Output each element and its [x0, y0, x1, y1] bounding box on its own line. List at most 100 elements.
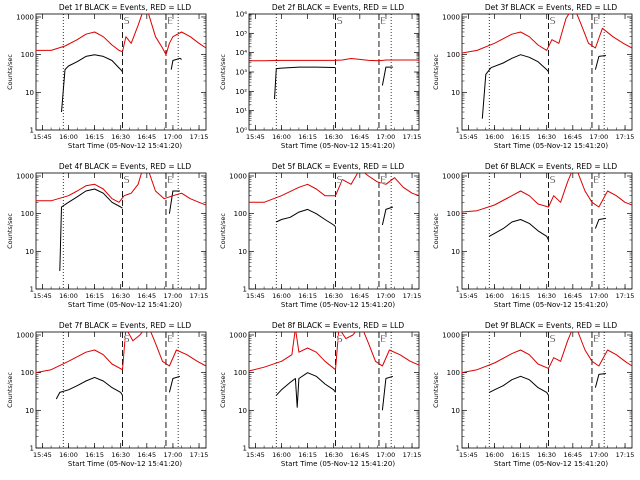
panel-det-7: Det 7f BLACK = Events, RED = LLD 1 10 100 10… — [6, 321, 208, 468]
y-tick-label: 100 — [447, 51, 460, 59]
y-tick-label: 10 — [451, 248, 460, 256]
series-lld-line — [462, 14, 632, 54]
x-tick-label: 17:15 — [190, 292, 209, 300]
y-tick-label: 1 — [456, 445, 460, 453]
series-events-line — [168, 190, 180, 214]
x-tick-label: 15:45 — [459, 451, 478, 459]
y-tick-label: 1 — [30, 286, 34, 294]
x-tick-label: 16:30 — [111, 451, 130, 459]
y-tick-label: 100 — [234, 369, 247, 377]
series-lld-line — [462, 173, 632, 213]
x-tick-label: 17:00 — [377, 133, 396, 141]
x-tick-label: 16:45 — [137, 451, 156, 459]
plot-frame — [461, 331, 633, 449]
x-tick-label: 16:45 — [563, 292, 582, 300]
y-tick-label: 10¹ — [235, 107, 247, 115]
y-tick-label: 10³ — [235, 69, 247, 77]
x-tick-label: 16:00 — [485, 292, 504, 300]
x-tick-label: 17:15 — [616, 292, 635, 300]
x-tick-label: 16:45 — [563, 451, 582, 459]
x-tick-label: 16:15 — [298, 451, 317, 459]
x-tick-label: 16:15 — [85, 133, 104, 141]
x-axis-label: Start Time (05-Nov-12 15:41:20) — [68, 142, 182, 150]
marker-annotation: S — [549, 175, 555, 186]
panel-title: Det 5f BLACK = Events, RED = LLD — [272, 162, 405, 171]
panel-det-3: Det 3f BLACK = Events, RED = LLD 1 10 100 10… — [432, 3, 634, 150]
x-tick-label: 16:15 — [85, 451, 104, 459]
plot-frame — [248, 13, 420, 131]
marker-annotation: S — [123, 334, 129, 345]
y-tick-label: 1 — [456, 127, 460, 135]
y-tick-label: 1000 — [16, 13, 34, 21]
panel-title: Det 2f BLACK = Events, RED = LLD — [272, 3, 405, 12]
y-tick-label: 1000 — [16, 172, 34, 180]
y-tick-label: 10 — [238, 407, 247, 415]
x-tick-label: 17:15 — [403, 133, 422, 141]
y-tick-label: 1 — [243, 286, 247, 294]
marker-annotation: E — [167, 334, 173, 345]
x-tick-label: 16:30 — [537, 451, 556, 459]
series-events-line — [381, 66, 393, 86]
series-events-line — [594, 373, 606, 388]
x-tick-label: 15:45 — [459, 133, 478, 141]
series-lld-line — [36, 14, 206, 56]
plot-frame — [35, 172, 207, 290]
panel-det-1: Det 1f BLACK = Events, RED = LLD 1 10 100 10… — [6, 3, 208, 150]
x-tick-label: 17:15 — [190, 133, 209, 141]
y-tick-label: 1000 — [16, 331, 34, 339]
x-tick-label: 16:30 — [537, 292, 556, 300]
x-tick-label: 16:30 — [111, 133, 130, 141]
panel-title: Det 3f BLACK = Events, RED = LLD — [485, 3, 618, 12]
y-axis-label: Counts/sec — [432, 372, 440, 408]
y-tick-label: 10 — [25, 407, 34, 415]
x-tick-label: 17:00 — [377, 292, 396, 300]
x-tick-label: 16:15 — [85, 292, 104, 300]
y-tick-label: 100 — [447, 210, 460, 218]
series-lld-line — [36, 332, 206, 374]
y-tick-label: 100 — [21, 369, 34, 377]
panel-title: Det 8f BLACK = Events, RED = LLD — [272, 321, 405, 330]
x-tick-label: 16:45 — [350, 451, 369, 459]
y-tick-label: 1 — [30, 127, 34, 135]
y-tick-label: 10 — [451, 407, 460, 415]
series-events-line — [381, 206, 394, 226]
x-axis-label: Start Time (05-Nov-12 15:41:20) — [68, 301, 182, 309]
x-tick-label: 16:45 — [350, 292, 369, 300]
x-tick-label: 15:45 — [459, 292, 478, 300]
panel-title: Det 7f BLACK = Events, RED = LLD — [59, 321, 192, 330]
series-events-line — [594, 55, 606, 70]
y-tick-label: 1000 — [442, 172, 460, 180]
x-tick-label: 16:45 — [563, 133, 582, 141]
series-lld-line — [36, 173, 206, 206]
x-tick-label: 16:15 — [511, 451, 530, 459]
x-tick-label: 15:45 — [246, 451, 265, 459]
marker-annotation: E — [593, 16, 599, 27]
x-tick-label: 17:15 — [190, 451, 209, 459]
x-axis-label: Start Time (05-Nov-12 15:41:20) — [494, 142, 608, 150]
y-tick-label: 1 — [30, 445, 34, 453]
panel-title: Det 6f BLACK = Events, RED = LLD — [485, 162, 618, 171]
y-tick-label: 1 — [243, 445, 247, 453]
series-events-line — [170, 57, 182, 70]
panel-det-4: Det 4f BLACK = Events, RED = LLD 1 10 100 10… — [6, 162, 209, 309]
series-events-line — [594, 217, 606, 229]
panel-title: Det 1f BLACK = Events, RED = LLD — [59, 3, 192, 12]
x-tick-label: 15:45 — [33, 292, 52, 300]
x-axis-label: Start Time (05-Nov-12 15:41:20) — [494, 301, 608, 309]
y-tick-label: 10² — [235, 88, 247, 96]
x-tick-label: 16:00 — [485, 133, 504, 141]
marker-annotation: S — [336, 334, 342, 345]
x-tick-label: 17:00 — [590, 133, 609, 141]
series-events-line — [275, 372, 336, 408]
x-tick-label: 16:00 — [59, 133, 78, 141]
y-axis-label: Counts/sec — [219, 372, 227, 408]
marker-annotation: S — [549, 334, 555, 345]
x-tick-label: 16:00 — [272, 451, 291, 459]
y-tick-label: 1000 — [442, 331, 460, 339]
y-tick-label: 10 — [25, 248, 34, 256]
series-events-line — [481, 54, 549, 119]
marker-annotation: S — [336, 175, 342, 186]
y-axis-label: Counts/sec — [6, 54, 14, 90]
series-events-line — [55, 376, 123, 400]
